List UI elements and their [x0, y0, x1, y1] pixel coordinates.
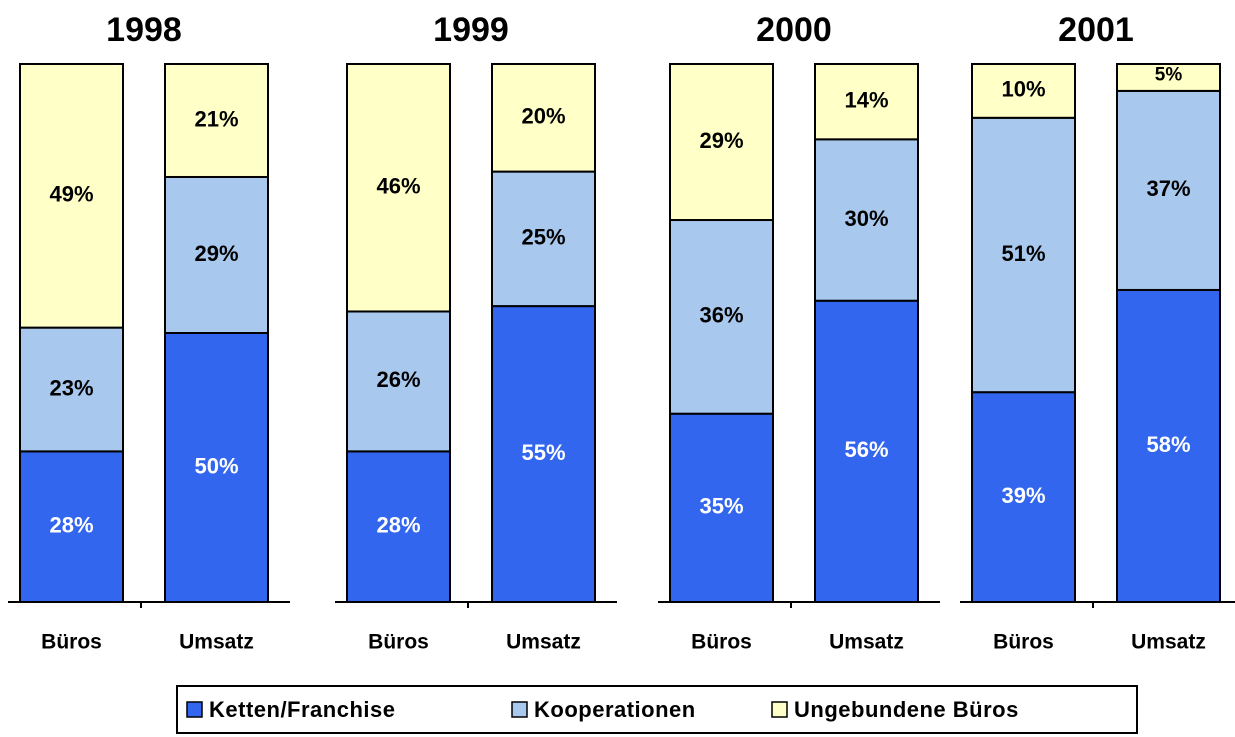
data-label: 56% [844, 437, 888, 462]
data-label: 10% [1001, 77, 1045, 102]
data-label: 46% [376, 174, 420, 199]
bar-segment [669, 63, 774, 222]
x-tick-label: Büros [41, 631, 102, 654]
data-label: 35% [699, 494, 743, 519]
data-label: 49% [49, 182, 93, 207]
chart-title: 1998 [106, 11, 182, 49]
bar-segment [1116, 288, 1221, 603]
x-tick-label: Umsatz [1131, 631, 1206, 654]
data-label: 26% [376, 367, 420, 392]
legend-swatch [771, 701, 788, 718]
x-tick-label: Büros [993, 631, 1054, 654]
data-label: 55% [521, 440, 565, 465]
data-label: 29% [699, 128, 743, 153]
data-label: 21% [194, 106, 238, 131]
data-label: 29% [194, 241, 238, 266]
bar-segment [19, 326, 124, 453]
legend-label: Ungebundene Büros [794, 697, 1019, 722]
bar-segment [1116, 63, 1221, 92]
data-label: 36% [699, 303, 743, 328]
data-label: 25% [521, 225, 565, 250]
bar-segment [346, 450, 451, 603]
data-label: 37% [1146, 176, 1190, 201]
data-label: 58% [1146, 432, 1190, 457]
legend-label: Kooperationen [534, 697, 696, 722]
legend-box [176, 685, 1138, 734]
bar-segment [164, 332, 269, 603]
bar-segment [971, 116, 1076, 394]
data-label: 39% [1001, 483, 1045, 508]
data-label: 28% [376, 512, 420, 537]
x-tick-label: Umsatz [506, 631, 581, 654]
bar-segment [971, 63, 1076, 119]
bar-segment [491, 170, 596, 308]
x-tick-label: Umsatz [179, 631, 254, 654]
bar-segment [346, 63, 451, 313]
bar-segment [971, 391, 1076, 603]
legend-swatch [511, 701, 528, 718]
data-label: 5% [1155, 64, 1183, 85]
bar-segment [491, 305, 596, 603]
data-label: 51% [1001, 241, 1045, 266]
x-tick-label: Büros [691, 631, 752, 654]
data-label: 20% [521, 104, 565, 129]
bar-segment [491, 63, 596, 173]
bar-segment [669, 219, 774, 415]
bar-segment [164, 175, 269, 334]
bar-segment [1116, 89, 1221, 291]
data-label: 14% [844, 87, 888, 112]
x-tick-label: Umsatz [829, 631, 904, 654]
data-label: 28% [49, 512, 93, 537]
chart-title: 2001 [1058, 11, 1134, 49]
data-label: 50% [194, 453, 238, 478]
legend-swatch [186, 701, 203, 718]
data-label: 30% [844, 206, 888, 231]
bar-segment [19, 63, 124, 329]
bar-segment [814, 299, 919, 603]
x-tick-label: Büros [368, 631, 429, 654]
bar-segment [164, 63, 269, 178]
chart-title: 2000 [756, 11, 832, 49]
chart-title: 1999 [433, 11, 509, 49]
bar-segment [346, 310, 451, 453]
legend-label: Ketten/Franchise [209, 697, 396, 722]
bar-segment [669, 412, 774, 604]
bar-segment [814, 63, 919, 141]
data-label: 23% [49, 375, 93, 400]
